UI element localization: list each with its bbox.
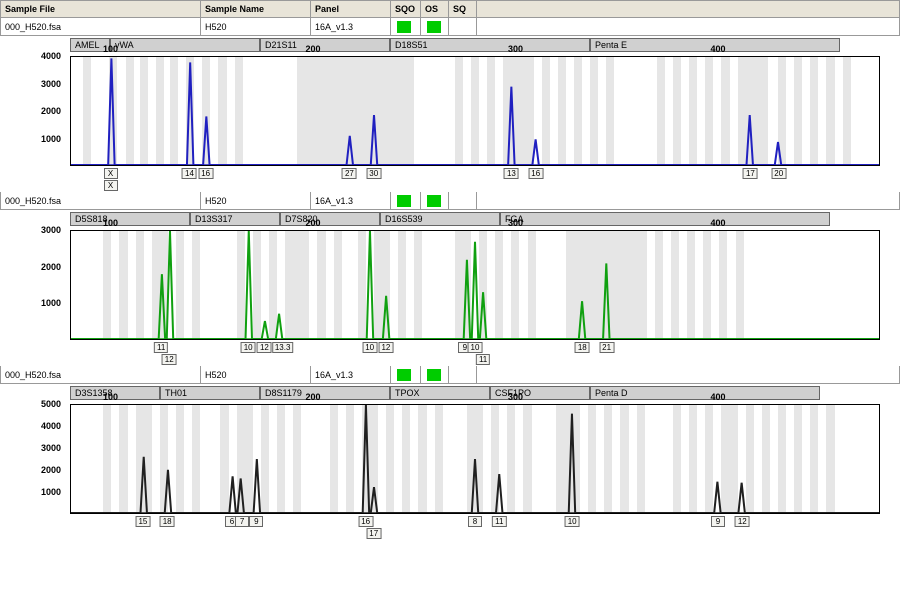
peak-trace [71,231,879,339]
col-panel: Panel [311,1,391,17]
allele-call-box[interactable]: 18 [160,516,175,527]
y-tick-label: 2000 [41,465,61,475]
allele-call-box[interactable]: 20 [771,168,786,179]
y-tick-label: 2000 [41,262,61,272]
y-tick-label: 4000 [41,51,61,61]
x-tick-label: 300 [508,44,523,54]
x-tick-label: 200 [305,392,320,402]
y-tick-label: 1000 [41,134,61,144]
allele-call-box[interactable]: 11 [154,342,168,353]
allele-call-row: 1112101213.31012910111821 [70,342,880,372]
y-tick-label: 3000 [41,79,61,89]
allele-call-box[interactable]: 14 [182,168,197,179]
allele-call-box[interactable]: 21 [599,342,614,353]
y-tick-label: 2000 [41,106,61,116]
y-tick-label: 5000 [41,399,61,409]
allele-call-box[interactable]: 12 [735,516,750,527]
allele-call-box[interactable]: X [104,180,118,191]
sqo-cell [391,18,421,35]
plot-area[interactable] [70,230,880,340]
y-tick-label: 1000 [41,487,61,497]
x-tick-label: 400 [710,44,725,54]
peak-trace [71,405,879,513]
y-axis: 1000200030004000 [10,56,65,166]
x-tick-label: 200 [305,218,320,228]
allele-call-box[interactable]: 12 [257,342,272,353]
allele-call-box[interactable]: 9 [711,516,725,527]
allele-call-box[interactable]: 13 [504,168,519,179]
allele-call-box[interactable]: 16 [528,168,543,179]
col-os: OS [421,1,449,17]
plot-area[interactable] [70,404,880,514]
allele-call-box[interactable]: 13.3 [272,342,294,353]
allele-call-box[interactable]: 17 [743,168,758,179]
sq-cell [449,18,477,35]
allele-call-box[interactable]: 17 [366,528,381,539]
x-tick-label: 200 [305,44,320,54]
allele-call-box[interactable]: 10 [241,342,256,353]
sample-row[interactable]: 000_H520.fsaH52016A_v1.3 [0,18,900,36]
allele-call-box[interactable]: 16 [358,516,373,527]
peak-trace [71,57,879,165]
allele-call-box[interactable]: 16 [198,168,213,179]
x-tick-label: 100 [103,218,118,228]
y-axis: 10002000300040005000 [10,404,65,514]
col-sqo: SQO [391,1,421,17]
sample-file-cell: 000_H520.fsa [1,18,201,35]
allele-call-box[interactable]: 11 [492,516,506,527]
allele-call-box[interactable]: 12 [378,342,393,353]
y-tick-label: 1000 [41,298,61,308]
col-sample-name: Sample Name [201,1,311,17]
y-axis: 100020003000 [10,230,65,340]
allele-call-box[interactable]: 9 [249,516,263,527]
allele-call-box[interactable]: 15 [135,516,150,527]
allele-call-box[interactable]: 30 [366,168,381,179]
y-tick-label: 3000 [41,443,61,453]
allele-call-box[interactable]: 27 [342,168,357,179]
allele-call-box[interactable]: 10 [565,516,580,527]
electropherogram-chart[interactable]: 1002003004001000200030001112101213.31012… [10,230,890,360]
allele-call-box[interactable]: 12 [162,354,177,365]
y-tick-label: 3000 [41,225,61,235]
column-header-row: Sample File Sample Name Panel SQO OS SQ [0,0,900,18]
allele-call-box[interactable]: 10 [362,342,377,353]
x-tick-label: 300 [508,218,523,228]
col-sq: SQ [449,1,477,17]
allele-call-box[interactable]: 7 [235,516,249,527]
panel-cell: 16A_v1.3 [311,18,391,35]
y-tick-label: 4000 [41,421,61,431]
status-indicator-icon [397,21,411,33]
col-sample-file: Sample File [1,1,201,17]
x-tick-label: 100 [103,44,118,54]
allele-call-box[interactable]: 11 [476,354,490,365]
x-tick-label: 300 [508,392,523,402]
electropherogram-chart[interactable]: 1002003004001000200030004000500015186791… [10,404,890,534]
allele-call-box[interactable]: 10 [468,342,483,353]
x-tick-label: 100 [103,392,118,402]
allele-call-row: 1518679161781110912 [70,516,880,546]
allele-call-row: XX1416273013161720 [70,168,880,198]
plot-area[interactable] [70,56,880,166]
allele-call-box[interactable]: X [104,168,118,179]
x-tick-label: 400 [710,218,725,228]
electropherogram-chart[interactable]: 1002003004001000200030004000XX1416273013… [10,56,890,186]
x-tick-label: 400 [710,392,725,402]
allele-call-box[interactable]: 8 [468,516,482,527]
allele-call-box[interactable]: 18 [575,342,590,353]
os-cell [421,18,449,35]
sample-name-cell: H520 [201,18,311,35]
status-indicator-icon [427,21,441,33]
